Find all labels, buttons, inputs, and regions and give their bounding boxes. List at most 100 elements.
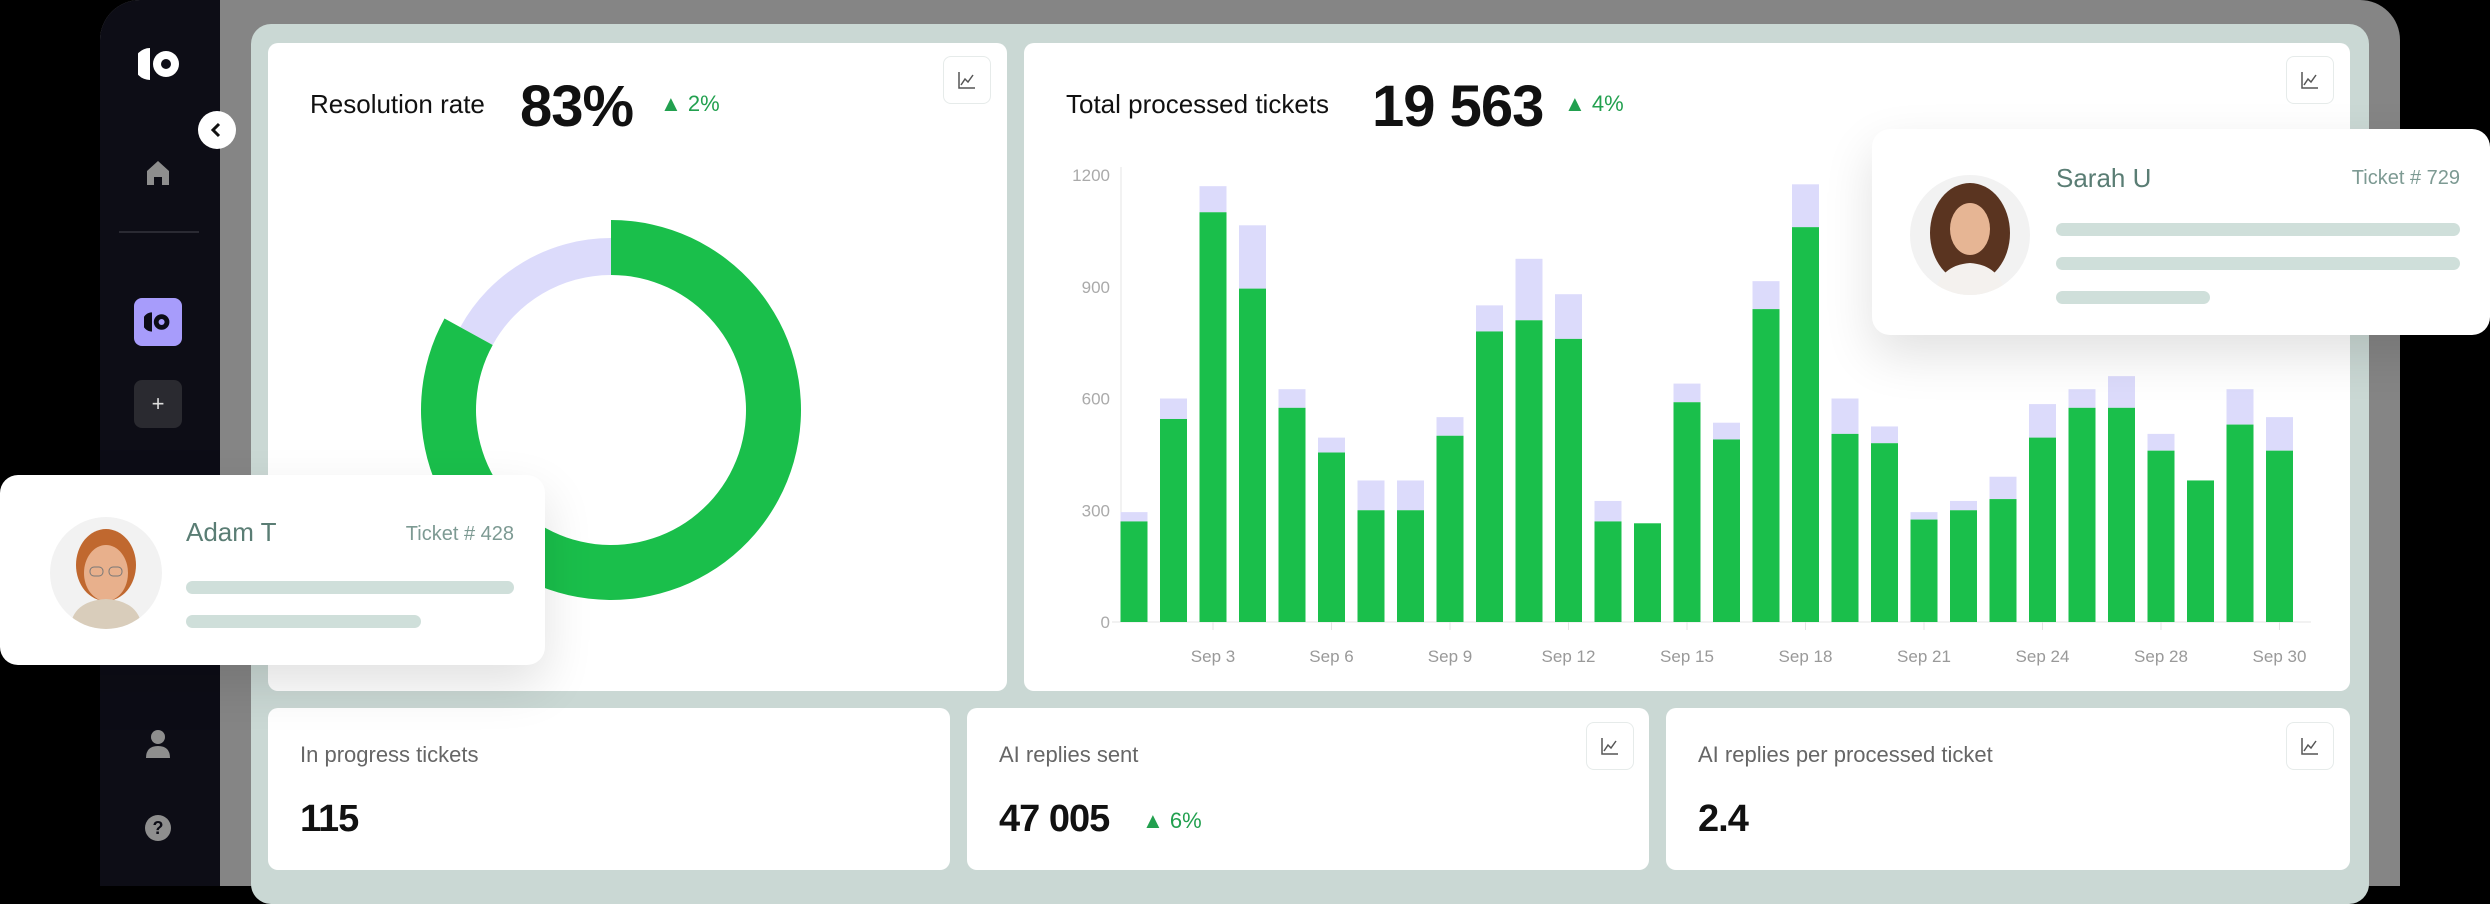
- ticket-card-adam[interactable]: Adam T Ticket # 428: [0, 475, 545, 665]
- y-tick-label: 1200: [1072, 166, 1110, 185]
- y-tick-label: 0: [1101, 613, 1110, 632]
- y-tick-label: 600: [1082, 390, 1110, 409]
- line-chart-icon: [2301, 72, 2318, 89]
- message-placeholder-line: [2056, 223, 2460, 236]
- bar-segment-secondary: [1831, 398, 1859, 434]
- bar-segment-primary: [1160, 418, 1187, 622]
- processed-delta-value: 4%: [1591, 91, 1624, 116]
- app-icon[interactable]: [134, 298, 182, 346]
- bar-segment-primary: [1752, 309, 1780, 622]
- message-placeholder-line: [2056, 291, 2210, 304]
- line-chart-icon: [2301, 738, 2318, 755]
- sidebar-divider: [119, 231, 199, 233]
- ai-replies-delta-value: 6%: [1169, 808, 1202, 833]
- bar-segment-primary: [1634, 523, 1661, 622]
- x-tick-label: Sep 9: [1428, 647, 1472, 666]
- x-tick-label: Sep 24: [2016, 647, 2070, 666]
- person-name: Sarah U: [2056, 163, 2152, 193]
- bar-segment-primary: [1318, 452, 1345, 622]
- donut-unresolved-arc: [460, 238, 611, 345]
- x-tick-label: Sep 3: [1191, 647, 1235, 666]
- line-chart-icon: [958, 72, 975, 89]
- in-progress-value: 115: [300, 798, 359, 840]
- ai-per-ticket-label: AI replies per processed ticket: [1698, 742, 1993, 767]
- bar-segment-secondary: [1199, 186, 1227, 213]
- bar-segment-primary: [1594, 521, 1622, 622]
- tickets-bar-chart: 0 300 600 900 1200 Sep 3 Sep 6 Sep 9 Sep 12 Sep 1…: [1072, 166, 2311, 666]
- ticket-number: Ticket # 428: [405, 523, 514, 545]
- chart-toggle-button[interactable]: [943, 56, 991, 104]
- ai-per-ticket-value: 2.4: [1698, 798, 1749, 840]
- ai-replies-delta: ▲ 6%: [1142, 808, 1202, 833]
- bar-segment-secondary: [2226, 389, 2254, 425]
- person-name: Adam T: [186, 517, 277, 547]
- bar-segment-secondary: [1397, 480, 1424, 511]
- x-tick-label: Sep 6: [1309, 647, 1353, 666]
- ai-replies-card: AI replies sent 47 005 ▲ 6%: [967, 708, 1649, 870]
- processed-tickets-card: Total processed tickets 19 563 ▲ 4% 0 300…: [1024, 43, 2350, 691]
- plus-icon[interactable]: +: [134, 380, 182, 428]
- ticket-card-sarah[interactable]: Sarah U Ticket # 729: [1872, 129, 2490, 335]
- ticket-number: Ticket # 729: [2351, 167, 2460, 189]
- bar-segment-secondary: [1357, 480, 1385, 511]
- avatar-sarah: [1910, 175, 2030, 295]
- y-tick-label: 300: [1082, 501, 1110, 520]
- bar-segment-primary: [2108, 407, 2135, 622]
- user-icon[interactable]: [144, 728, 172, 760]
- bar-segment-secondary: [2029, 404, 2056, 438]
- resolution-delta-value: 2%: [687, 91, 720, 116]
- bar-segment-primary: [1397, 510, 1424, 622]
- bar-segment-primary: [1713, 439, 1740, 622]
- bar-segment-primary: [2266, 450, 2293, 622]
- bar-segment-primary: [1199, 212, 1227, 622]
- y-tick-label: 900: [1082, 278, 1110, 297]
- chart-toggle-button[interactable]: [1586, 722, 1634, 770]
- bar-segment-secondary: [1871, 426, 1898, 444]
- resolution-title: Resolution rate: [310, 89, 485, 119]
- bar-segment-secondary: [2147, 433, 2175, 451]
- bar-segment-primary: [1278, 407, 1306, 622]
- help-icon[interactable]: ?: [145, 815, 171, 841]
- x-tick-label: Sep 30: [2253, 647, 2307, 666]
- bar-segment-primary: [2226, 424, 2254, 622]
- resolution-value: 83%: [520, 74, 634, 139]
- processed-title: Total processed tickets: [1066, 89, 1330, 119]
- bar-segment-primary: [1555, 338, 1582, 622]
- message-placeholder-line: [2056, 257, 2460, 270]
- bar-segment-secondary: [1673, 383, 1701, 403]
- line-chart-icon: [1601, 738, 1618, 755]
- bar-segment-primary: [1871, 443, 1898, 622]
- bar-segment-secondary: [1120, 512, 1148, 522]
- bar-segment-secondary: [1792, 184, 1819, 228]
- ai-replies-value: 47 005: [999, 798, 1110, 840]
- x-tick-label: Sep 28: [2134, 647, 2188, 666]
- x-tick-label: Sep 15: [1660, 647, 1714, 666]
- logo-icon[interactable]: [138, 44, 182, 84]
- bar-segment-secondary: [1594, 500, 1622, 522]
- x-tick-label: Sep 18: [1779, 647, 1833, 666]
- bar-segment-primary: [1950, 510, 1977, 622]
- bar-segment-primary: [1910, 519, 1938, 622]
- bar-segment-secondary: [2266, 417, 2293, 451]
- home-icon[interactable]: [142, 157, 174, 189]
- bar-segment-secondary: [1752, 281, 1780, 310]
- bar-segment-primary: [2147, 450, 2175, 622]
- bar-segment-primary: [2029, 437, 2056, 622]
- x-tick-label: Sep 12: [1542, 647, 1596, 666]
- message-placeholder-line: [186, 615, 421, 628]
- bar-segment-primary: [1436, 435, 1464, 622]
- bar-segment-primary: [2068, 407, 2096, 622]
- chart-toggle-button[interactable]: [2286, 722, 2334, 770]
- sidebar: + ?: [100, 0, 220, 886]
- bar-segment-secondary: [1515, 258, 1543, 321]
- chart-toggle-button[interactable]: [2286, 56, 2334, 104]
- bar-segment-primary: [1120, 521, 1148, 622]
- ai-replies-label: AI replies sent: [999, 742, 1139, 767]
- bar-segment-secondary: [1318, 437, 1345, 453]
- bar-segment-primary: [1239, 288, 1266, 622]
- collapse-sidebar-button[interactable]: [198, 111, 236, 149]
- bar-segment-primary: [1792, 227, 1819, 622]
- bar-segment-primary: [1476, 331, 1503, 622]
- bar-segment-secondary: [1476, 305, 1503, 332]
- bar-segment-primary: [2187, 480, 2214, 622]
